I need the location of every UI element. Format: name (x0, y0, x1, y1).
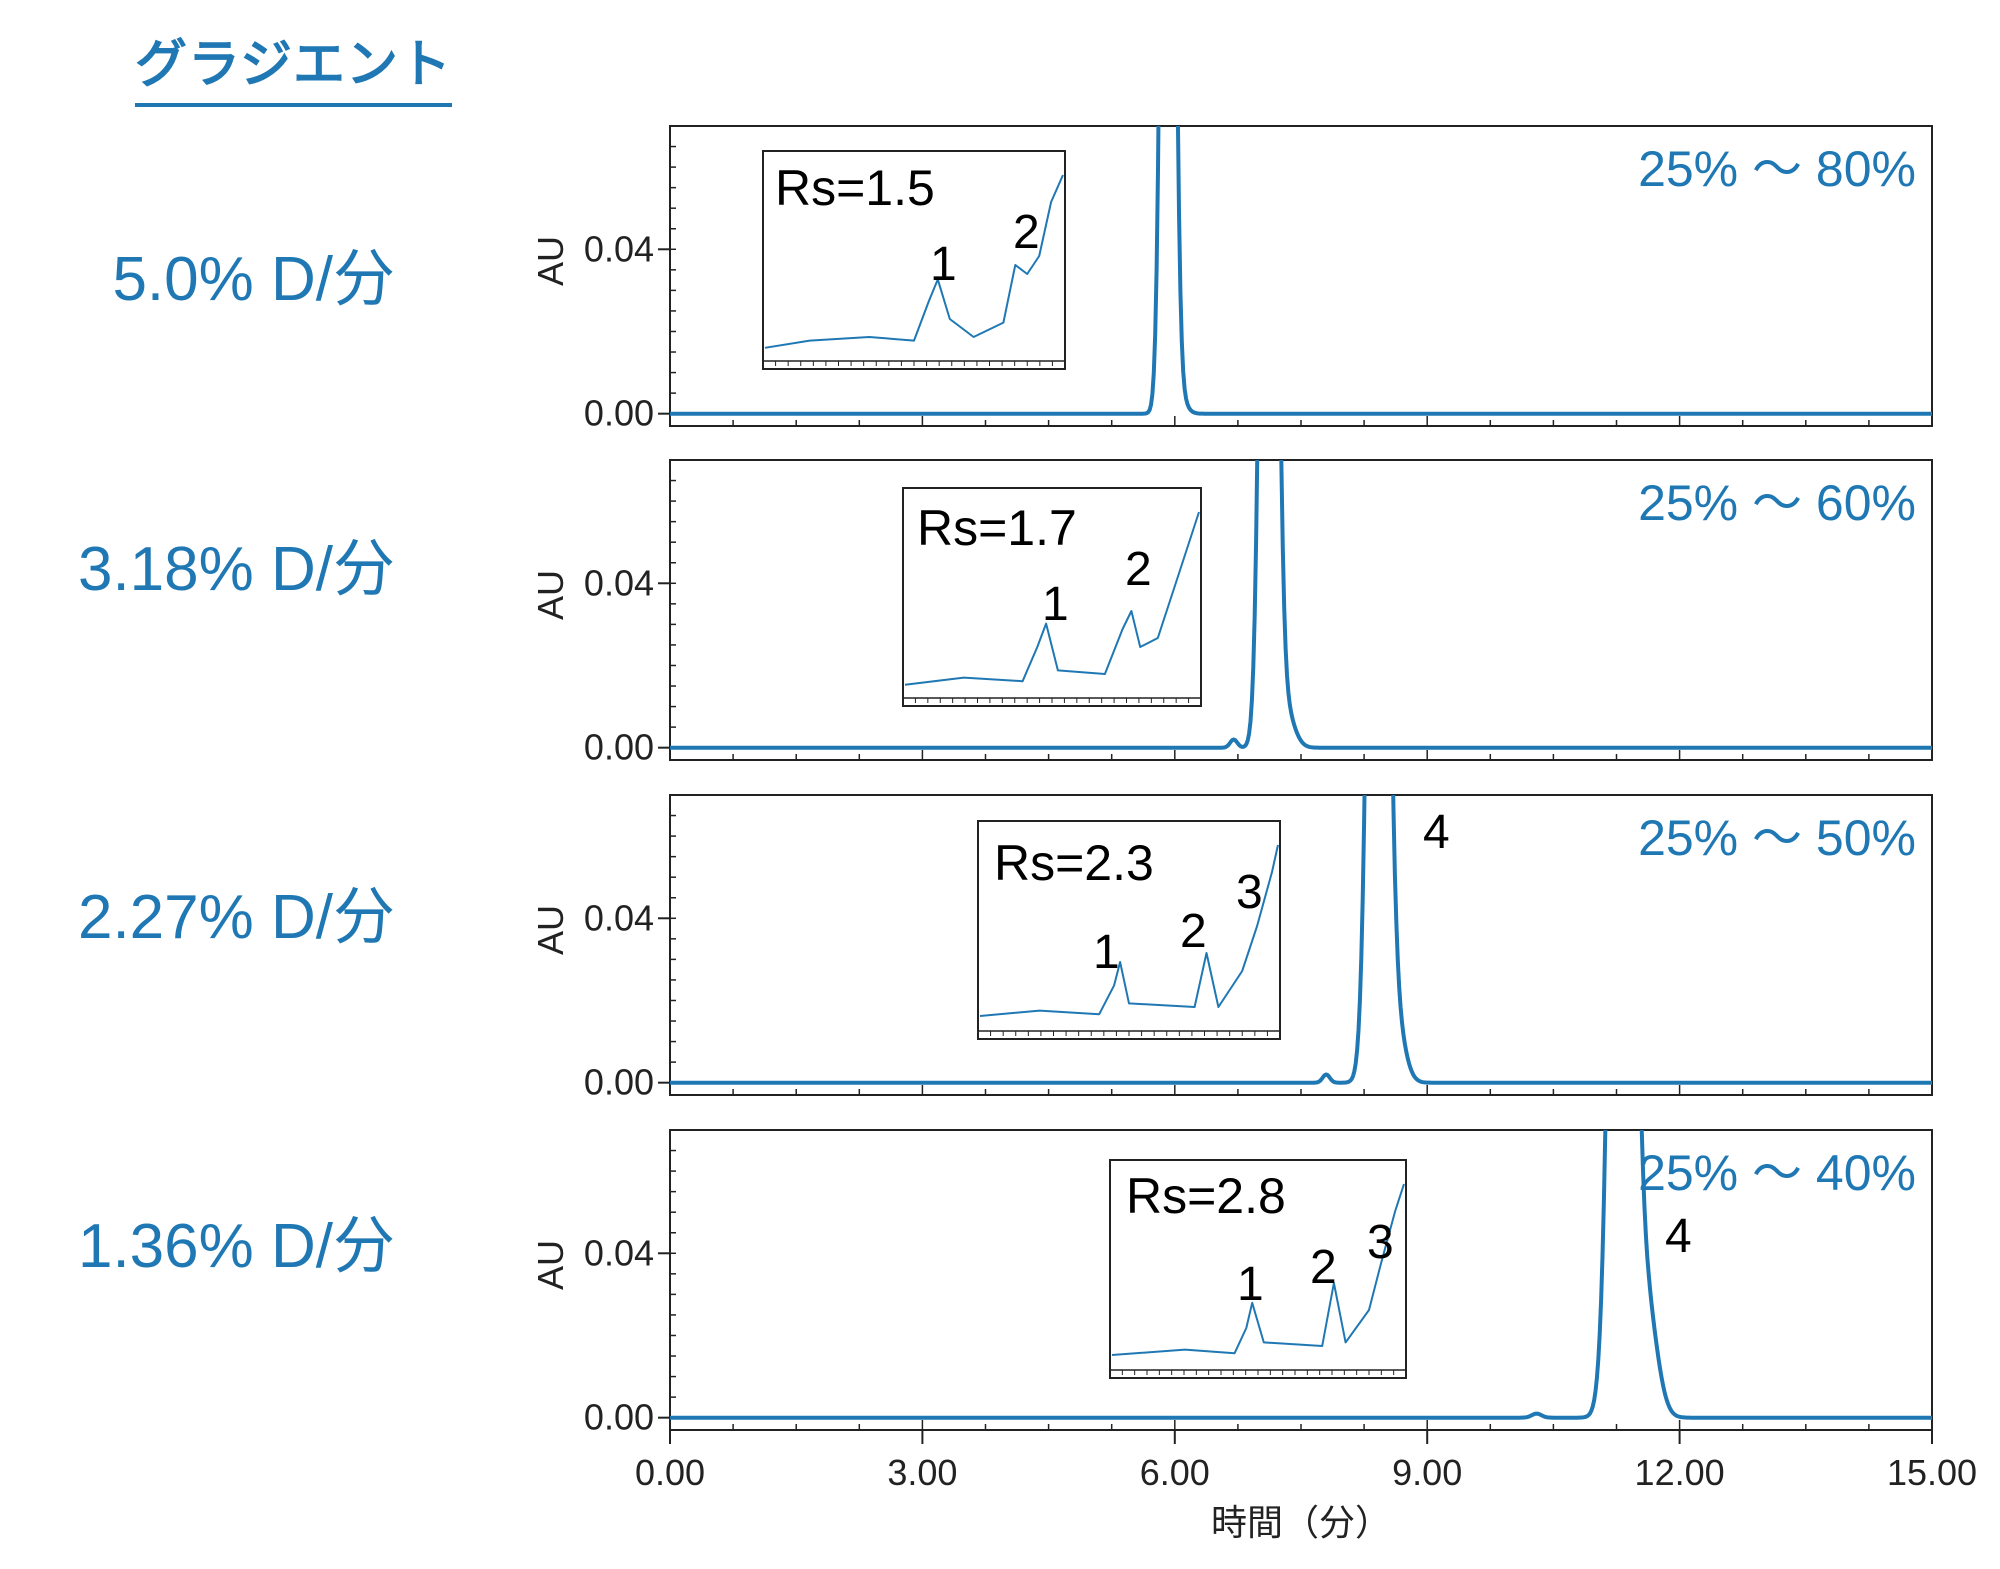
panel-4: 0.00 0.04 AU 25% ～ 40% 4 Rs=2.8 1 2 3 (530, 1129, 1933, 1438)
resolution-label: Rs=1.7 (917, 500, 1077, 556)
inset-plot: Rs=2.3 1 23 (977, 820, 1281, 1040)
gradient-rate-label: 1.36% D/分 (77, 1212, 395, 1281)
y-tick-label: 0.00 (584, 1397, 654, 1438)
y-tick-label: 0.04 (584, 1232, 654, 1273)
y-tick-label: 0.00 (584, 393, 654, 434)
y-axis-label: AU (530, 570, 571, 620)
gradient-rate-label: 5.0% D/分 (112, 245, 395, 314)
inset-peak-label: 1 (1042, 578, 1069, 631)
inset-peak-label: 2 (1180, 905, 1207, 958)
gradient-rate-label: 3.18% D/分 (77, 535, 395, 604)
inset-frame (902, 487, 1202, 707)
chromatogram-trace (670, 460, 1932, 750)
inset-peak-label: 3 (1236, 866, 1263, 919)
x-axis-label: 時間（分） (1211, 1502, 1391, 1543)
peak-label: 4 (1665, 1210, 1692, 1263)
y-tick-label: 0.00 (584, 727, 654, 768)
inset-trace (1111, 1183, 1405, 1356)
y-axis-label: AU (530, 905, 571, 955)
inset-trace (979, 844, 1279, 1017)
y-tick-label: 0.04 (584, 562, 654, 603)
chromatogram-trace (670, 126, 1932, 416)
inset-plot: Rs=1.5 1 2 (762, 150, 1066, 370)
inset-peak-label: 2 (1013, 206, 1040, 259)
chromatogram-trace (670, 1130, 1932, 1420)
panel-2: 0.00 0.04 AU 25% ～ 60% Rs=1.7 1 2 (530, 459, 1933, 768)
x-tick-label: 0.00 (635, 1452, 705, 1493)
gradient-rate-label: 2.27% D/分 (77, 883, 395, 952)
gradient-range-label: 25% ～ 80% (1638, 141, 1916, 197)
x-tick-label: 9.00 (1392, 1452, 1462, 1493)
resolution-label: Rs=1.5 (775, 160, 935, 216)
y-tick-label: 0.04 (584, 897, 654, 938)
inset-frame (1109, 1159, 1407, 1379)
y-tick-label: 0.00 (584, 1062, 654, 1103)
panel-1: 0.00 0.04 AU 25% ～ 80% Rs=1.5 1 2 (530, 125, 1933, 434)
resolution-label: Rs=2.8 (1126, 1168, 1286, 1224)
inset-peak-label: 1 (930, 238, 957, 291)
gradient-range-label: 25% ～ 50% (1638, 810, 1916, 866)
inset-peak-label: 2 (1125, 543, 1152, 596)
x-tick-label: 3.00 (887, 1452, 957, 1493)
x-tick-label: 6.00 (1140, 1452, 1210, 1493)
x-tick-label: 12.00 (1635, 1452, 1725, 1493)
inset-peak-label: 1 (1093, 926, 1120, 979)
inset-peak-label: 3 (1367, 1216, 1394, 1269)
inset-frame (762, 150, 1066, 370)
chromatogram-trace (670, 795, 1932, 1085)
inset-trace (764, 174, 1064, 349)
x-tick-label: 15.00 (1887, 1452, 1977, 1493)
inset-trace (904, 511, 1200, 686)
y-axis-label: AU (530, 236, 571, 286)
y-axis-label: AU (530, 1240, 571, 1290)
inset-peak-label: 2 (1310, 1241, 1337, 1294)
gradient-range-label: 25% ～ 60% (1638, 475, 1916, 531)
inset-peak-label: 1 (1237, 1258, 1264, 1311)
peak-label: 4 (1423, 806, 1450, 859)
resolution-label: Rs=2.3 (994, 835, 1154, 891)
main-title: グラジエント (135, 22, 452, 107)
y-tick-label: 0.04 (584, 228, 654, 269)
panel-3: 0.00 0.04 AU 25% ～ 50% 4 Rs=2.3 1 23 (530, 794, 1933, 1103)
inset-plot: Rs=2.8 1 2 3 (1109, 1159, 1407, 1379)
gradient-range-label: 25% ～ 40% (1638, 1145, 1916, 1201)
inset-plot: Rs=1.7 1 2 (902, 487, 1202, 707)
